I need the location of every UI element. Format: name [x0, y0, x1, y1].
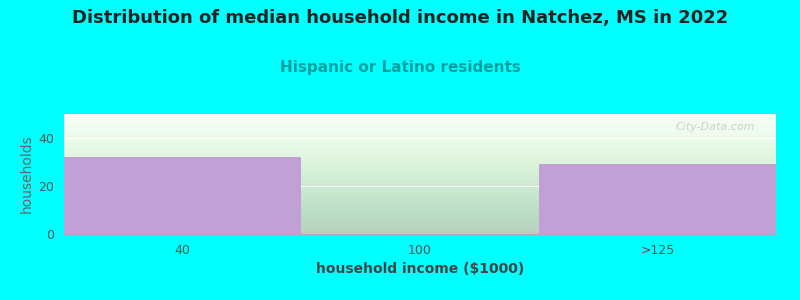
- Text: Hispanic or Latino residents: Hispanic or Latino residents: [279, 60, 521, 75]
- Text: Distribution of median household income in Natchez, MS in 2022: Distribution of median household income …: [72, 9, 728, 27]
- X-axis label: household income ($1000): household income ($1000): [316, 262, 524, 276]
- Bar: [64, 157, 302, 234]
- Bar: [538, 164, 776, 234]
- Text: City-Data.com: City-Data.com: [675, 122, 754, 132]
- Y-axis label: households: households: [20, 135, 34, 213]
